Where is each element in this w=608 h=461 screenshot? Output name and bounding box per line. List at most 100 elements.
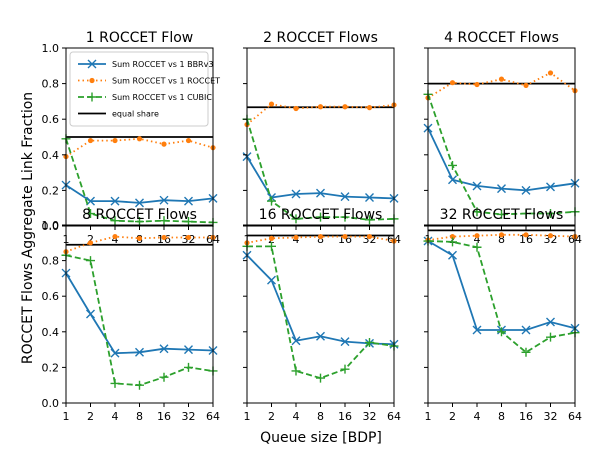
data-point xyxy=(521,325,531,335)
x-tick-label: 32 xyxy=(182,410,196,423)
x-tick-label: 16 xyxy=(519,233,533,246)
legend-label: Sum ROCCET vs 1 ROCCET xyxy=(112,77,220,86)
data-point xyxy=(497,184,506,194)
data-point xyxy=(340,212,350,222)
data-point xyxy=(523,82,529,88)
data-point xyxy=(448,175,457,185)
x-tick-label: 1 xyxy=(63,410,70,423)
panel-5: 16 ROCCET Flows 1 2 4 8 16 32 64 xyxy=(242,207,401,423)
data-point xyxy=(86,209,95,219)
data-point xyxy=(316,373,325,383)
data-point xyxy=(159,344,169,354)
y-tick-label: 0.0 xyxy=(42,397,60,410)
data-point xyxy=(86,309,95,319)
data-point xyxy=(112,137,118,144)
data-point xyxy=(161,141,167,147)
panel-title: 32 ROCCET Flows xyxy=(440,207,564,223)
series-line xyxy=(247,245,395,380)
series-line xyxy=(65,137,214,158)
x-tick-label: 8 xyxy=(317,410,324,423)
data-point xyxy=(365,193,374,203)
legend-marker xyxy=(87,59,97,69)
x-tick-label: 2 xyxy=(268,410,275,423)
data-point xyxy=(340,364,350,374)
x-tick-label: 1 xyxy=(425,410,432,423)
data-point xyxy=(136,136,143,142)
plot-frame xyxy=(427,224,576,404)
panel-title: 16 ROCCET Flows xyxy=(259,207,383,223)
data-point xyxy=(449,233,456,240)
data-point xyxy=(159,372,169,382)
y-tick-label: 0.6 xyxy=(42,290,60,303)
data-point xyxy=(521,185,531,195)
panel-title: 1 ROCCET Flow xyxy=(86,30,193,46)
y-tick-label: 0.2 xyxy=(42,184,60,197)
series-line xyxy=(65,184,214,204)
y-tick-label: 0.6 xyxy=(42,113,60,126)
x-tick-label: 8 xyxy=(136,410,143,423)
data-point xyxy=(86,256,95,266)
y-tick-label: 0.8 xyxy=(42,78,60,91)
x-tick-label: 2 xyxy=(87,410,94,423)
data-point xyxy=(110,378,120,388)
x-tick-label: 64 xyxy=(568,410,582,423)
data-point xyxy=(546,332,555,342)
legend: Sum ROCCET vs 1 BBRv3 Sum ROCCET vs 1 ROC… xyxy=(69,51,220,127)
panel-4: 8 ROCCET Flows 1 2 4 8 16 32 64 0.0 0.2 0.4 0.6 0.8 1… xyxy=(42,207,221,423)
x-tick-label: 64 xyxy=(206,410,220,423)
data-point xyxy=(340,337,350,347)
x-tick-label: 2 xyxy=(87,233,94,246)
data-point xyxy=(161,234,167,241)
data-point xyxy=(521,209,531,219)
data-point xyxy=(448,160,457,170)
data-point xyxy=(449,80,456,86)
data-point xyxy=(448,237,457,247)
data-point xyxy=(184,345,193,355)
data-point xyxy=(135,198,144,208)
panels-group: 1 ROCCET Flow 1 2 4 8 16 32 64 0.0 0.2 0.4 0.6 0.8 1.… xyxy=(42,30,583,423)
x-tick-label: 4 xyxy=(474,233,481,246)
data-point xyxy=(547,70,554,76)
data-point xyxy=(268,235,275,241)
data-point xyxy=(366,233,373,240)
data-point xyxy=(291,189,301,199)
y-tick-label: 1.0 xyxy=(42,219,60,232)
data-point xyxy=(547,233,554,239)
legend-label: Sum ROCCET vs 1 CUBIC xyxy=(112,93,212,102)
data-point xyxy=(110,348,120,358)
plot-frame xyxy=(427,47,576,227)
data-point xyxy=(340,192,350,202)
data-point xyxy=(185,137,192,144)
data-point xyxy=(184,362,193,372)
data-point xyxy=(546,317,555,327)
data-point xyxy=(472,242,482,252)
legend-marker xyxy=(89,77,95,84)
data-point xyxy=(87,137,94,144)
x-tick-label: 4 xyxy=(293,410,300,423)
y-tick-label: 0.0 xyxy=(42,220,60,233)
x-tick-label: 16 xyxy=(519,410,533,423)
series-line xyxy=(427,94,576,216)
series-line xyxy=(246,118,395,221)
data-point xyxy=(472,181,482,191)
data-point xyxy=(110,216,120,226)
data-point xyxy=(291,336,301,346)
data-point xyxy=(474,81,480,88)
x-tick-label: 64 xyxy=(387,410,401,423)
panel-1: 1 ROCCET Flow12481632640.00.20.40.60.81.… xyxy=(42,30,221,246)
data-point xyxy=(316,188,325,198)
x-axis-label: Queue size [BDP] xyxy=(260,430,382,446)
data-point xyxy=(317,233,324,240)
data-point xyxy=(317,104,324,110)
data-point xyxy=(267,196,276,206)
x-tick-label: 16 xyxy=(157,410,171,423)
data-point xyxy=(293,234,299,241)
panel-title: 4 ROCCET Flows xyxy=(444,30,559,46)
panel-title: 2 ROCCET Flows xyxy=(263,30,378,46)
x-tick-label: 32 xyxy=(363,410,377,423)
data-point xyxy=(316,212,325,222)
x-tick-label: 16 xyxy=(338,410,352,423)
x-tick-label: 8 xyxy=(498,410,505,423)
legend-label: equal share xyxy=(112,110,159,119)
